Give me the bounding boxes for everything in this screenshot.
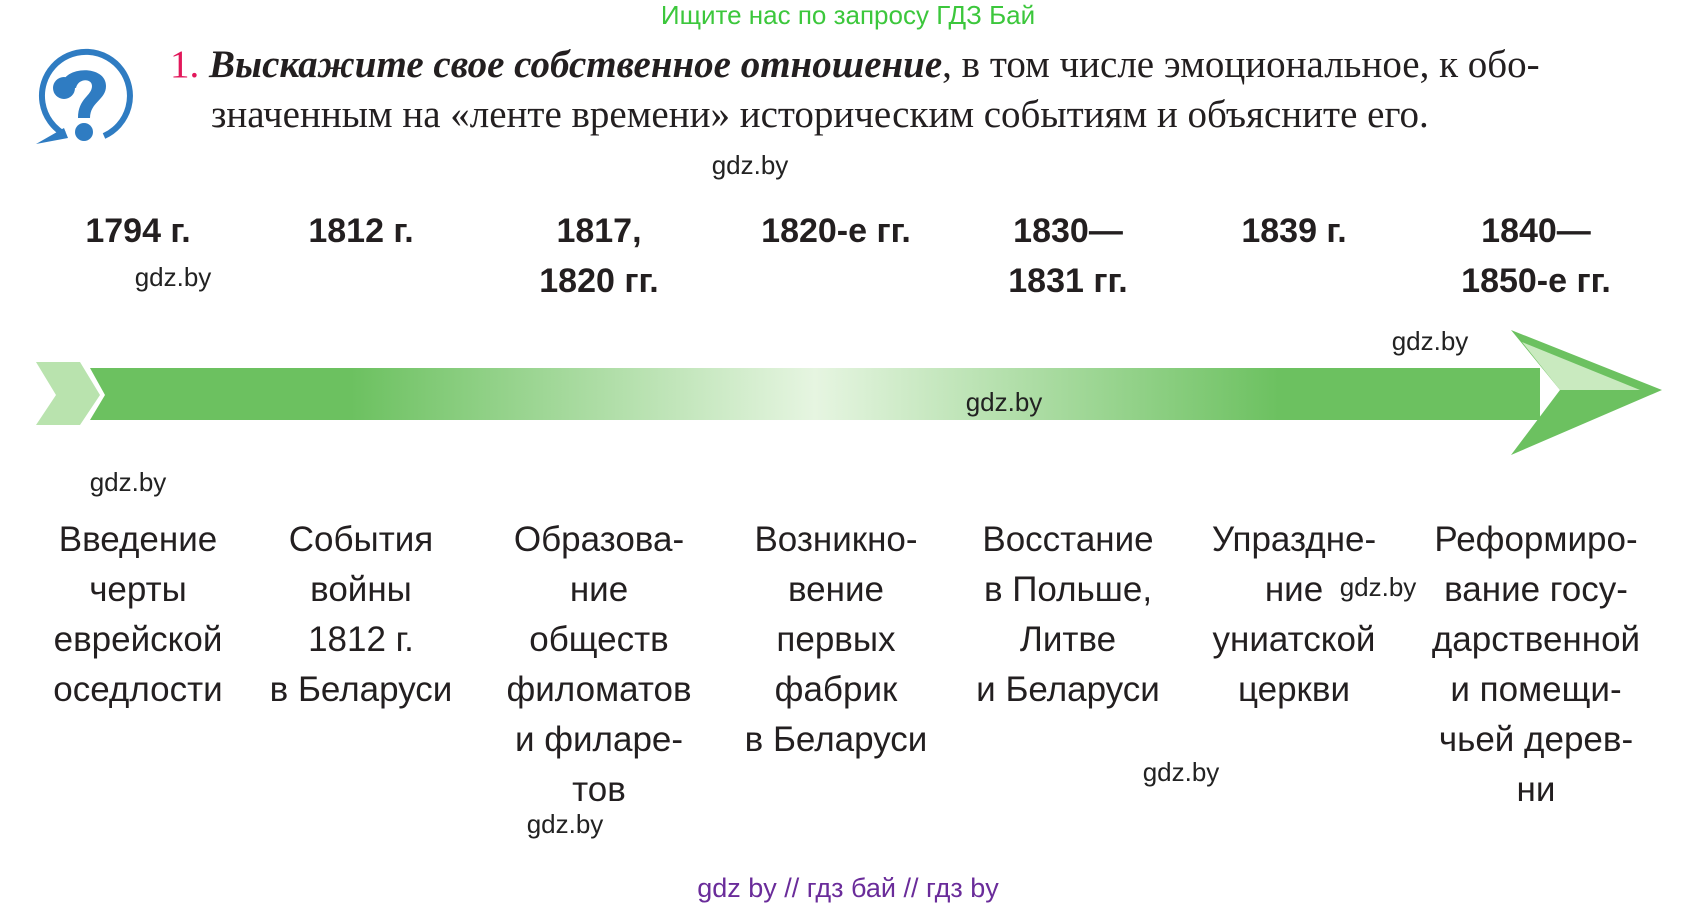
event-line: войны (310, 570, 412, 609)
year-line: 1820-е гг. (761, 212, 911, 250)
year-line: 1830— (1013, 212, 1123, 250)
timeline-event: Восстание в Польше, Литве и Беларуси (976, 515, 1160, 715)
timeline-year: 1817, 1820 гг. (539, 206, 658, 306)
search-banner: Ищите нас по запросу ГДЗ Бай (660, 0, 1036, 30)
year-line: 1850-е гг. (1461, 262, 1611, 300)
event-line: в Беларуси (269, 670, 453, 709)
task-number: 1. (170, 43, 200, 86)
event-line: и Беларуси (976, 670, 1160, 709)
timeline-year: 1830— 1831 гг. (1008, 206, 1127, 306)
watermark: gdz.by (89, 467, 167, 497)
event-line: черты (89, 570, 187, 609)
event-line: Образова- (513, 520, 685, 559)
timeline-year: 1812 г. (308, 206, 413, 256)
watermark: gdz.by (711, 150, 789, 180)
task-text-line-1: 1. Выскажите свое собственное отношение,… (170, 42, 1540, 87)
event-line: ние (1264, 570, 1324, 609)
event-line: Литве (1019, 620, 1117, 659)
question-bubble-icon (36, 48, 133, 144)
year-line: 1812 г. (308, 212, 414, 250)
watermark: gdz.by (965, 387, 1043, 417)
task-text: , в том числе эмоциональное, к обо- (942, 43, 1540, 86)
year-line: 1831 гг. (1008, 262, 1128, 300)
timeline-event: События войны 1812 г. в Беларуси (270, 515, 453, 715)
watermark: gdz.by (1142, 757, 1220, 787)
watermark: gdz.by (1339, 572, 1417, 602)
watermark: gdz.by (526, 809, 604, 839)
watermark: gdz.by (134, 262, 212, 292)
timeline-event: Реформиро-вание госу-дарственной и помещи… (1432, 515, 1640, 815)
event-line: Реформиро- (1434, 520, 1638, 559)
event-line: и помещи- (1450, 670, 1622, 709)
event-line: События (288, 520, 434, 559)
event-line: чьей дерев- (1438, 720, 1634, 759)
event-line: еврейской (53, 620, 223, 659)
event-line: Возникно- (754, 520, 918, 559)
watermark: gdz.by (1391, 326, 1469, 356)
arrow-tail (36, 362, 100, 425)
event-line: ни (1516, 770, 1556, 809)
year-line: 1794 г. (85, 212, 191, 250)
event-line: Восстание (982, 520, 1154, 559)
event-line: обществ (529, 620, 669, 659)
event-line: церкви (1237, 670, 1351, 709)
event-line: униатской (1212, 620, 1376, 659)
event-line: оседлости (53, 670, 223, 709)
timeline-year: 1794 г. (85, 206, 190, 256)
timeline-event: Введение черты еврейской оседлости (53, 515, 222, 715)
task-text-line-2: значенным на «ленте времени» исторически… (211, 93, 1429, 136)
timeline-year: 1839 г. (1241, 206, 1346, 256)
timeline-arrow (36, 330, 1662, 455)
event-line: в Беларуси (744, 720, 928, 759)
event-line: ние (569, 570, 629, 609)
timeline-year: 1840— 1850-е гг. (1461, 206, 1611, 306)
event-line: первых (776, 620, 896, 659)
event-line: вание госу- (1444, 570, 1628, 609)
event-line: Упраздне- (1211, 520, 1377, 559)
timeline-event: Образова-ние обществ филоматов и филаре-тов (506, 515, 691, 815)
year-line: 1820 гг. (539, 262, 659, 300)
timeline-event: Возникно-вение первых фабрик в Беларуси (745, 515, 928, 765)
event-line: и филаре- (514, 720, 684, 759)
event-line: в Польше, (983, 570, 1153, 609)
event-line: тов (572, 770, 626, 809)
timeline-event: Упраздне-ние униатской церкви (1212, 515, 1376, 715)
event-line: дарственной (1431, 620, 1641, 659)
event-line: фабрик (774, 670, 898, 709)
year-line: 1817, (556, 212, 642, 250)
arrow-band (90, 368, 1540, 420)
year-line: 1840— (1481, 212, 1591, 250)
year-line: 1839 г. (1241, 212, 1347, 250)
event-line: Введение (58, 520, 218, 559)
task-emphasis: Выскажите свое собственное отношение (209, 43, 943, 86)
event-line: вение (787, 570, 884, 609)
timeline-year: 1820-е гг. (761, 206, 911, 256)
event-line: 1812 г. (308, 620, 414, 659)
footer-links: gdz by // гдз бай // гдз by (697, 873, 999, 903)
event-line: филоматов (506, 670, 692, 709)
